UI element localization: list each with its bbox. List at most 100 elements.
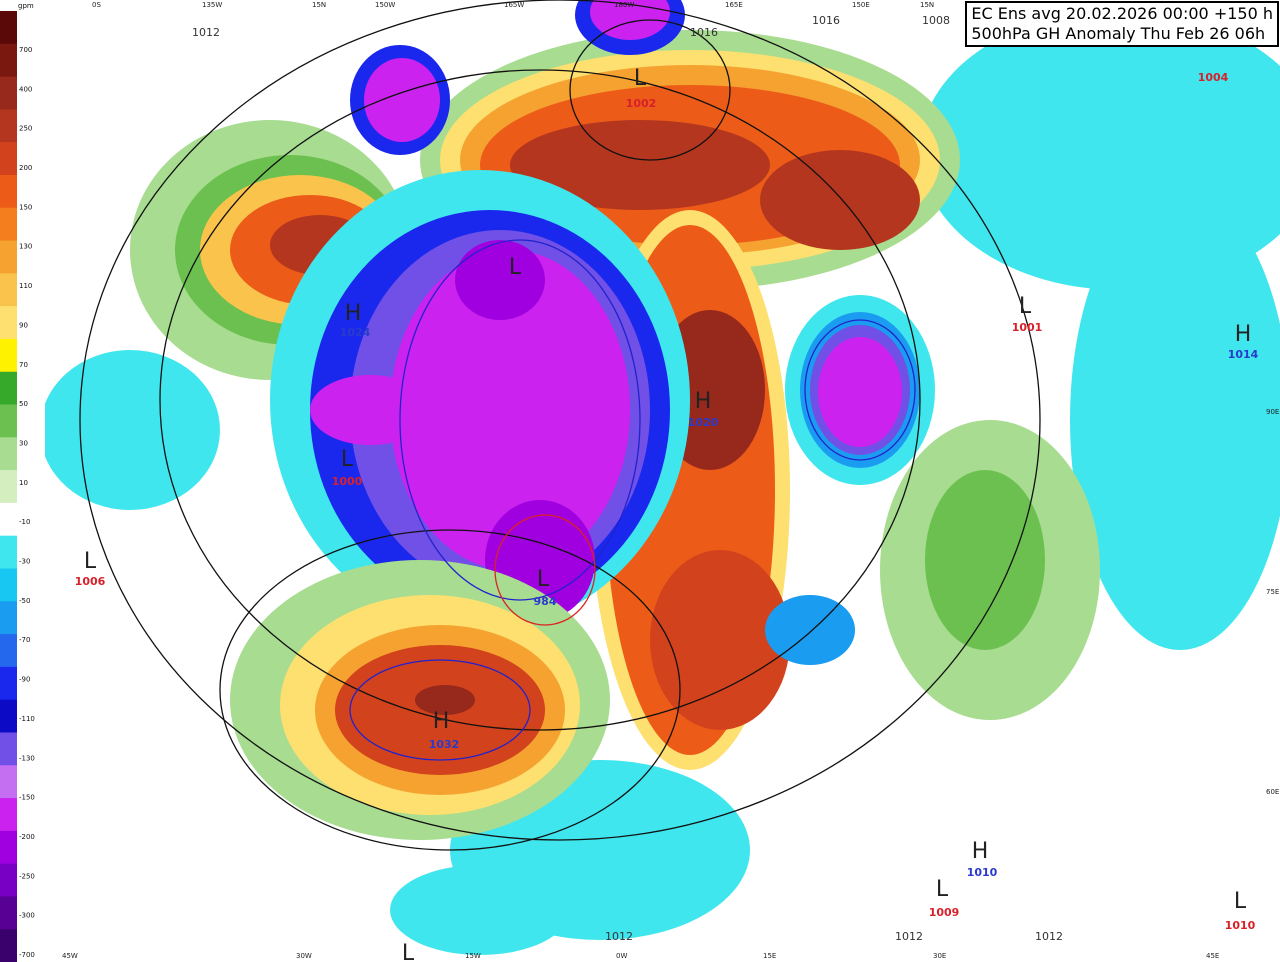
lon-label: 135W bbox=[202, 1, 222, 9]
legend-swatch bbox=[0, 863, 17, 897]
contours bbox=[79, 0, 1041, 851]
isobar-label: 1012 bbox=[192, 26, 220, 39]
lon-label: 45W bbox=[62, 952, 78, 960]
center-letter: H bbox=[345, 301, 362, 326]
isobar-label: 1012 bbox=[605, 930, 633, 943]
pressure-centers: L 1002 H 1024 1004 L 1001 H 1014 H 1020 … bbox=[75, 66, 1259, 962]
anomaly-field bbox=[40, 0, 1280, 962]
center-letter: L bbox=[537, 567, 550, 592]
lon-label: 180W bbox=[614, 1, 634, 9]
legend-swatch bbox=[0, 142, 17, 176]
lon-label: 0S bbox=[92, 1, 101, 9]
legend-label: -70 bbox=[19, 636, 30, 644]
legend-swatch bbox=[0, 666, 17, 701]
legend-label: -110 bbox=[19, 715, 35, 723]
center-letter: L bbox=[1234, 889, 1247, 914]
legend-swatch bbox=[0, 568, 17, 602]
center-value: 1000 bbox=[332, 475, 363, 488]
legend-swatch bbox=[0, 306, 17, 340]
lon-label: 165W bbox=[504, 1, 524, 9]
legend-label: 700 bbox=[19, 46, 32, 54]
center-value: 984 bbox=[534, 595, 557, 608]
center-letter: L bbox=[402, 941, 415, 962]
legend-swatch bbox=[0, 798, 17, 832]
legend-label: 70 bbox=[19, 361, 28, 369]
center-value: 1032 bbox=[429, 738, 460, 751]
legend-swatch bbox=[0, 765, 17, 799]
center-value: 1004 bbox=[1198, 71, 1229, 84]
legend-swatch bbox=[0, 470, 17, 504]
isobar-label: 1008 bbox=[922, 14, 950, 27]
center-letter: L bbox=[341, 447, 354, 472]
legend-swatch bbox=[0, 437, 17, 471]
isobar-labels: 1012 1016 1016 1008 1012 1012 1012 bbox=[192, 14, 1063, 943]
center-letter: H bbox=[1235, 322, 1252, 347]
legend-label: -300 bbox=[19, 912, 35, 920]
legend-swatch bbox=[0, 338, 17, 373]
legend-swatch bbox=[0, 535, 17, 569]
center-letter: H bbox=[695, 389, 712, 414]
legend-swatch bbox=[0, 896, 17, 930]
lon-label: 75E bbox=[1266, 588, 1279, 596]
center-value: 1002 bbox=[626, 97, 657, 110]
lon-label: 15E bbox=[763, 952, 776, 960]
legend-label: 130 bbox=[19, 243, 32, 251]
legend-label: 250 bbox=[19, 125, 32, 133]
center-letter: L bbox=[634, 66, 647, 91]
center-letter: L bbox=[1019, 294, 1032, 319]
legend-swatch bbox=[0, 109, 17, 143]
legend-swatch bbox=[0, 634, 17, 668]
center-letter: H bbox=[433, 709, 450, 734]
longitude-labels: 0S 135W 15N 150W 165W 180W 165E 150E 15N… bbox=[62, 1, 1279, 960]
legend-label: 400 bbox=[19, 85, 32, 93]
legend-swatch bbox=[0, 273, 17, 307]
legend-label: 50 bbox=[19, 400, 28, 408]
lon-label: 90E bbox=[1266, 408, 1279, 416]
lon-label: 30W bbox=[296, 952, 312, 960]
legend-swatch bbox=[0, 76, 17, 110]
center-value: 1006 bbox=[75, 575, 106, 588]
legend-label: 150 bbox=[19, 203, 32, 211]
legend-label: -700 bbox=[19, 951, 35, 959]
legend-label: 200 bbox=[19, 164, 32, 172]
legend-swatch bbox=[0, 699, 17, 733]
color-legend: gpm 700 400 250 200 150 130 110 90 70 50 30 10 -10 -3… bbox=[0, 2, 35, 962]
center-letter: L bbox=[936, 877, 949, 902]
legend-swatch bbox=[0, 830, 17, 865]
center-letter: H bbox=[972, 839, 989, 864]
center-value: 1010 bbox=[1225, 919, 1256, 932]
legend-label: -10 bbox=[19, 518, 30, 526]
legend-label: -50 bbox=[19, 597, 30, 605]
legend-unit: gpm bbox=[18, 2, 34, 10]
center-value: 1010 bbox=[967, 866, 998, 879]
legend-swatch bbox=[0, 43, 17, 78]
legend-label: 90 bbox=[19, 321, 28, 329]
center-value: 1009 bbox=[929, 906, 960, 919]
legend-label: -150 bbox=[19, 794, 35, 802]
center-value: 1001 bbox=[1012, 321, 1043, 334]
legend-label: 30 bbox=[19, 439, 28, 447]
legend-swatch bbox=[0, 11, 17, 45]
legend-label: -130 bbox=[19, 754, 35, 762]
center-value: 1014 bbox=[1228, 348, 1259, 361]
legend-swatch bbox=[0, 371, 17, 406]
title-line: 500hPa GH Anomaly Thu Feb 26 06h bbox=[971, 24, 1266, 43]
lon-label: 165E bbox=[725, 1, 743, 9]
lon-label: 15N bbox=[312, 1, 326, 9]
legend-swatch bbox=[0, 601, 17, 635]
title-line: EC Ens avg 20.02.2026 00:00 +150 h bbox=[971, 4, 1273, 23]
lon-label: 30E bbox=[933, 952, 946, 960]
center-value: 1024 bbox=[340, 326, 371, 339]
legend-label: 10 bbox=[19, 479, 28, 487]
center-value: 1020 bbox=[688, 416, 719, 429]
lon-label: 15N bbox=[920, 1, 934, 9]
isobar-label: 1016 bbox=[690, 26, 718, 39]
legend-swatch bbox=[0, 240, 17, 274]
isobar-label: 1016 bbox=[812, 14, 840, 27]
lon-label: 45E bbox=[1206, 952, 1219, 960]
legend-swatch bbox=[0, 174, 17, 209]
lon-label: 60E bbox=[1266, 788, 1279, 796]
